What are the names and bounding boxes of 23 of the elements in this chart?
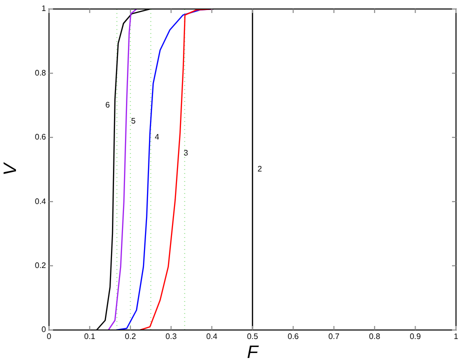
y-tick-label: 0.2 <box>34 261 47 270</box>
y-tick-label: 0.8 <box>34 68 47 78</box>
x-tick-label: 0.2 <box>124 332 137 342</box>
series-label: 5 <box>131 116 136 126</box>
x-tick-label: 0.9 <box>410 332 422 342</box>
series-label: 4 <box>154 132 160 142</box>
y-tick-label: 1 <box>42 4 47 14</box>
series-label: 2 <box>258 164 262 174</box>
series-label: 6 <box>105 100 110 110</box>
x-tick-label: 0.7 <box>328 332 340 342</box>
x-tick-label: 0.5 <box>246 332 259 342</box>
y-tick-label: 0.4 <box>34 196 47 206</box>
x-tick-label: 0.6 <box>288 332 300 342</box>
y-tick-label: 0 <box>42 325 47 334</box>
x-tick-label: 0.1 <box>84 332 96 342</box>
x-tick-label: 0.3 <box>166 332 178 342</box>
x-tick-label: 1 <box>454 332 459 342</box>
y-tick-label: 0.6 <box>34 132 47 142</box>
x-tick-label: 0.8 <box>369 332 381 342</box>
y-axis-title: V <box>0 162 20 176</box>
x-axis-title: F <box>247 342 259 362</box>
series-label: 3 <box>184 148 189 158</box>
x-tick-label: 0.4 <box>206 332 218 342</box>
